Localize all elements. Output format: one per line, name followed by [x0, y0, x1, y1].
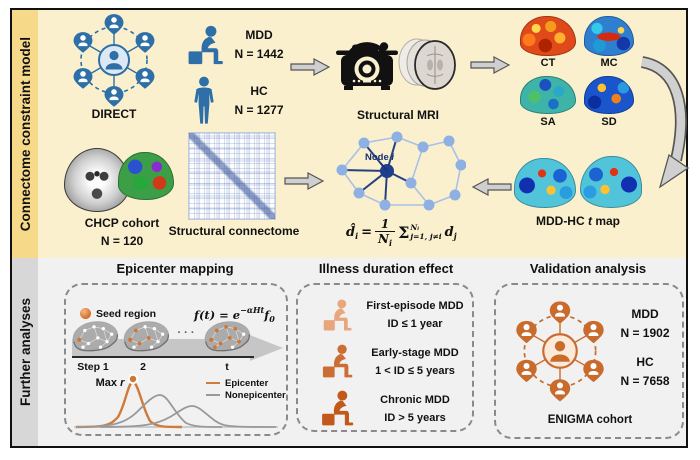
illness-title: Illness duration effect: [318, 261, 454, 276]
band-label-connectome: Connectome constraint model: [12, 10, 38, 258]
enigma-cohort-label: ENIGMA cohort: [547, 414, 633, 426]
legend-epicenter: Epicenter: [206, 377, 286, 389]
tmap-label: MDD-HC t map: [535, 214, 620, 228]
figure-frame: Connectome constraint model: [10, 8, 690, 448]
curved-arrow-icon: [640, 56, 690, 189]
chcp-n: N = 120: [100, 234, 144, 248]
band-label-further-text: Further analyses: [17, 297, 33, 407]
legend-nonepicenter: Nonepicenter: [206, 389, 286, 401]
first-episode-person-icon: [323, 299, 352, 331]
brain-slices-icon: [398, 38, 456, 90]
validation-mdd-name: MDD: [631, 307, 659, 321]
stept-brain-icon: [204, 321, 251, 352]
ct-brain-map: [520, 16, 576, 56]
direct-network-icon: [73, 14, 155, 107]
chcp-tractography-brain: [118, 152, 174, 200]
connectome-model-body: DIRECT MDD N = 1442 HC N = 1: [38, 10, 690, 258]
illness-box: First-episode MDD ID ≤ 1 year Early-stag…: [296, 283, 474, 432]
band-label-further: Further analyses: [12, 258, 38, 446]
connectome-label: Structural connectome: [168, 224, 300, 238]
epicenter-box: Seed region f(t) = e−αHtf0: [64, 283, 288, 436]
hc-count: HC N = 1277: [224, 82, 294, 120]
hc-standing-person-icon: [194, 76, 214, 124]
tmap-brain-right: [580, 156, 642, 208]
mri-scanner-icon: [336, 42, 398, 90]
early-stage-range: 1 < ID ≤ 5 years: [375, 365, 455, 377]
tmap-brain-left: [514, 158, 576, 208]
arrow-left-icon: [472, 178, 512, 196]
max-r-label: Max r: [95, 377, 125, 389]
band-label-connectome-text: Connectome constraint model: [17, 36, 33, 232]
arrow-right-icon: [470, 56, 510, 74]
illness-row-early-stage: Early-stage MDD 1 < ID ≤ 5 years: [298, 341, 472, 387]
seed-dot-icon: [80, 308, 91, 319]
stept-label: t: [225, 361, 229, 373]
diffusion-formula: f(t) = e−αHtf0: [194, 305, 275, 324]
chronic-person-icon: [322, 390, 354, 426]
validation-hc-n: N = 7658: [620, 373, 670, 388]
arrow-right-icon: [290, 58, 330, 76]
epicenter-title: Epicenter mapping: [116, 261, 234, 276]
mdd-n: N = 1442: [234, 47, 284, 62]
step1-label: Step 1: [77, 361, 109, 373]
first-episode-range: ID ≤ 1 year: [387, 318, 443, 330]
epicenter-curves: [74, 373, 278, 429]
step2-label: 2: [140, 361, 146, 373]
sa-label: SA: [540, 116, 556, 128]
connectome-matrix: [188, 132, 276, 220]
chronic-range: ID > 5 years: [384, 412, 446, 424]
chronic-label: Chronic MDD: [380, 394, 450, 406]
sd-label: SD: [601, 116, 617, 128]
direct-label: DIRECT: [91, 107, 137, 121]
epicenter-legend: Epicenter Nonepicenter: [206, 377, 286, 401]
validation-mdd-n: N = 1902: [620, 325, 670, 340]
arrow-right-icon: [284, 172, 324, 190]
validation-hc-name: HC: [636, 355, 654, 369]
node-degree-formula: d̂i = 1 Ni Σ Nᵢ j=1, j≠i dj: [346, 217, 457, 248]
early-stage-label: Early-stage MDD: [371, 347, 459, 359]
validation-box: MDD N = 1902 HC N = 7658 ENIGMA cohort: [494, 283, 684, 439]
node-network-icon: Node i: [336, 131, 466, 211]
hc-name: HC: [250, 84, 268, 98]
mdd-count: MDD N = 1442: [224, 26, 294, 64]
further-analyses-band: Further analyses Epicenter mapping Seed …: [12, 258, 686, 446]
validation-title: Validation analysis: [529, 261, 647, 276]
mdd-depressed-person-icon: [188, 25, 223, 65]
sd-brain-map: [584, 76, 634, 114]
enigma-network-icon: [516, 301, 604, 402]
timeline-dots: · · ·: [177, 327, 195, 339]
illness-row-chronic: Chronic MDD ID > 5 years: [298, 387, 472, 433]
chcp-name: CHCP cohort: [84, 216, 160, 230]
seed-region-label: Seed region: [96, 308, 157, 320]
first-episode-label: First-episode MDD: [366, 300, 464, 312]
mri-label: Structural MRI: [356, 108, 439, 122]
validation-hc-count: HC N = 7658: [610, 353, 680, 390]
connectome-model-band: Connectome constraint model: [12, 10, 690, 258]
mc-brain-map: [584, 16, 634, 56]
early-stage-person-icon: [322, 344, 353, 378]
epicenter-line-icon: [206, 381, 220, 385]
step1-brain-icon: [72, 321, 119, 352]
mdd-name: MDD: [245, 28, 273, 42]
node-i-label: Node i: [365, 152, 394, 163]
illness-row-first-episode: First-episode MDD ID ≤ 1 year: [298, 295, 472, 341]
sa-brain-map: [520, 76, 576, 114]
ct-label: CT: [540, 57, 556, 69]
chcp-count: CHCP cohort N = 120: [60, 214, 184, 250]
step2-brain-icon: [123, 321, 170, 352]
validation-mdd-count: MDD N = 1902: [610, 305, 680, 342]
nonepicenter-line-icon: [206, 393, 220, 397]
hc-n: N = 1277: [234, 103, 284, 118]
further-analyses-body: Epicenter mapping Seed region f(t) = e−α…: [38, 258, 686, 446]
mc-label: MC: [600, 57, 618, 69]
